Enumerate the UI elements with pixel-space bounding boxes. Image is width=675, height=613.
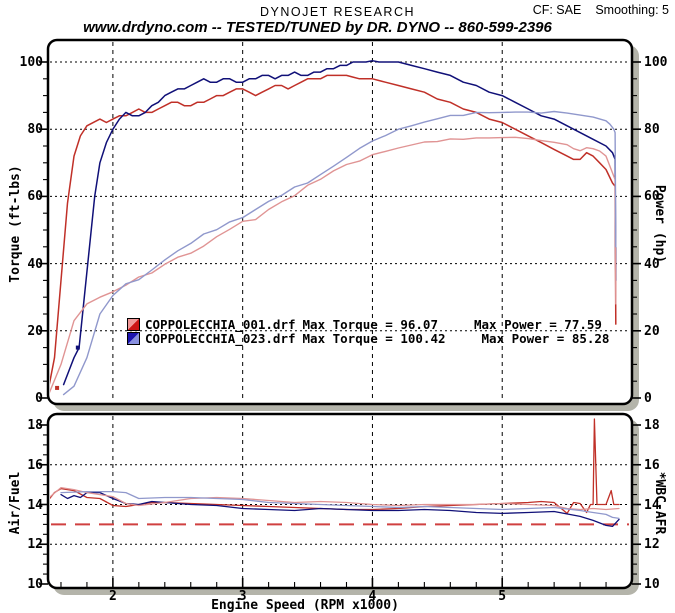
rpm-tick-label: 5: [498, 589, 507, 604]
wbc-afr-tick-label: 14: [644, 497, 660, 513]
run2-color-swatch-icon: [127, 331, 140, 345]
wbc-afr-tick-label: 18: [644, 418, 660, 433]
airfuel-tick-label: 10: [27, 577, 43, 592]
torque-tick-label: 60: [27, 189, 43, 205]
airfuel-tick-label: 12: [27, 537, 43, 553]
smoothing-label: Smoothing: 5: [595, 3, 669, 17]
torque-axis-title: Torque (ft-lbs): [8, 165, 23, 283]
power-tick-label: 20: [644, 323, 660, 339]
run2-max-power: Max Power = 85.28: [481, 330, 610, 346]
torque-tick-label: 20: [27, 323, 43, 339]
shop-tagline: www.drdyno.com -- TESTED/TUNED by DR. DY…: [83, 19, 552, 36]
torque-tick-label: 0: [35, 391, 43, 406]
run1-max-power: Max Power = 77.59: [473, 316, 602, 332]
rpm-tick-label: 3: [238, 589, 247, 604]
page-title: DYNOJET RESEARCH: [259, 5, 416, 19]
rpm-tick-label: 4: [368, 589, 377, 604]
power-tick-label: 80: [644, 122, 660, 138]
run1-max-torque: Max Torque = 96.07: [302, 316, 438, 332]
torque-tick-label: 100: [19, 55, 43, 70]
wbc-afr-tick-label: 10: [644, 577, 660, 592]
wbc-afr-tick-label: 12: [644, 537, 660, 553]
engine-speed-axis-title: Engine Speed (RPM x1000): [211, 598, 399, 613]
correction-smoothing-readout: CF: SAE Smoothing: 5: [533, 3, 669, 17]
power-tick-label: 60: [644, 189, 660, 205]
run1-file-label: COPPOLECCHIA_001.drf: [145, 316, 296, 332]
power-axis-title: Power (hp): [652, 184, 667, 264]
run-legend: COPPOLECCHIA_001.drf Max Torque = 96.07 …: [127, 316, 610, 346]
airfuel-tick-label: 16: [27, 457, 43, 473]
power-tick-label: 0: [644, 391, 652, 406]
power-tick-label: 100: [644, 55, 668, 70]
airfuel-tick-label: 18: [27, 418, 43, 433]
legend-row-run2: COPPOLECCHIA_023.drf Max Torque = 100.42…: [127, 330, 610, 346]
legend-row-run1: COPPOLECCHIA_001.drf Max Torque = 96.07 …: [127, 316, 609, 332]
airfuel-tick-label: 14: [27, 497, 43, 513]
run2-max-torque: Max Torque = 100.42: [302, 330, 446, 346]
power-tick-label: 40: [644, 256, 660, 272]
wbc-afr-tick-label: 16: [644, 457, 660, 473]
run2-file-label: COPPOLECCHIA_023.drf: [145, 330, 296, 346]
run1-color-swatch-icon: [127, 317, 140, 331]
torque-tick-label: 80: [27, 122, 43, 138]
correction-factor-label: CF: SAE: [532, 3, 582, 17]
torque-tick-label: 40: [27, 256, 43, 272]
rpm-tick-label: 2: [108, 589, 117, 604]
